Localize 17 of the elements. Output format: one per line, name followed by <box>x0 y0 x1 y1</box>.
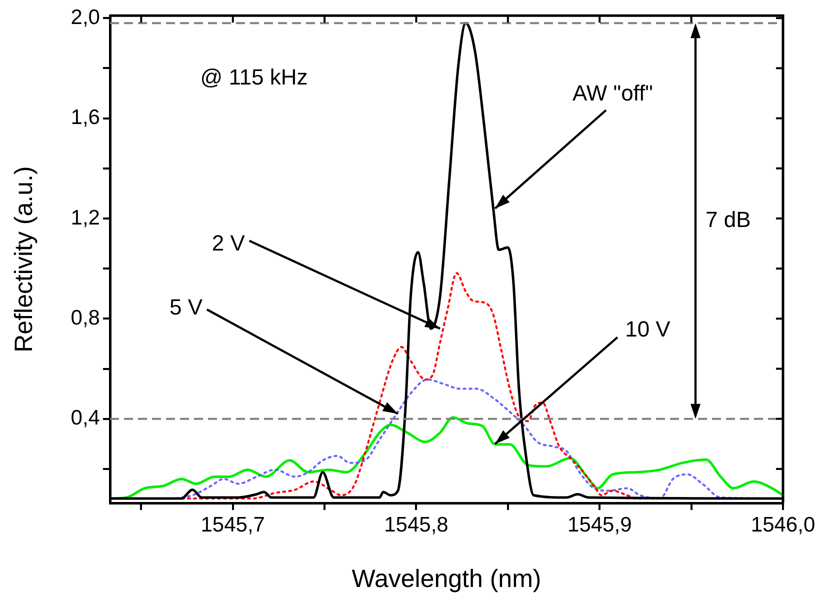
x-tick-label: 1545,9 <box>568 513 632 536</box>
y-tick-label: 1,6 <box>70 106 100 130</box>
y-axis-title: Reflectivity (a.u.) <box>10 166 38 352</box>
y-tick-label: 0,8 <box>70 306 100 330</box>
annotation: 2 V <box>212 230 246 256</box>
y-tick-label: 1,2 <box>70 206 100 230</box>
annotation: 10 V <box>625 316 671 342</box>
annotation: @ 115 kHz <box>200 64 308 90</box>
x-axis-title: Wavelength (nm) <box>352 564 542 593</box>
y-tick-label: 0,4 <box>70 406 100 430</box>
x-tick-label: 1545,7 <box>200 513 265 536</box>
annotation: 5 V <box>170 294 203 320</box>
x-tick-label: 1545,8 <box>384 513 448 536</box>
x-tick-label: 1546,0 <box>750 513 816 536</box>
annotation: 7 dB <box>706 207 751 232</box>
y-tick-label: 2,0 <box>70 6 100 29</box>
annotation: AW "off" <box>572 80 653 106</box>
